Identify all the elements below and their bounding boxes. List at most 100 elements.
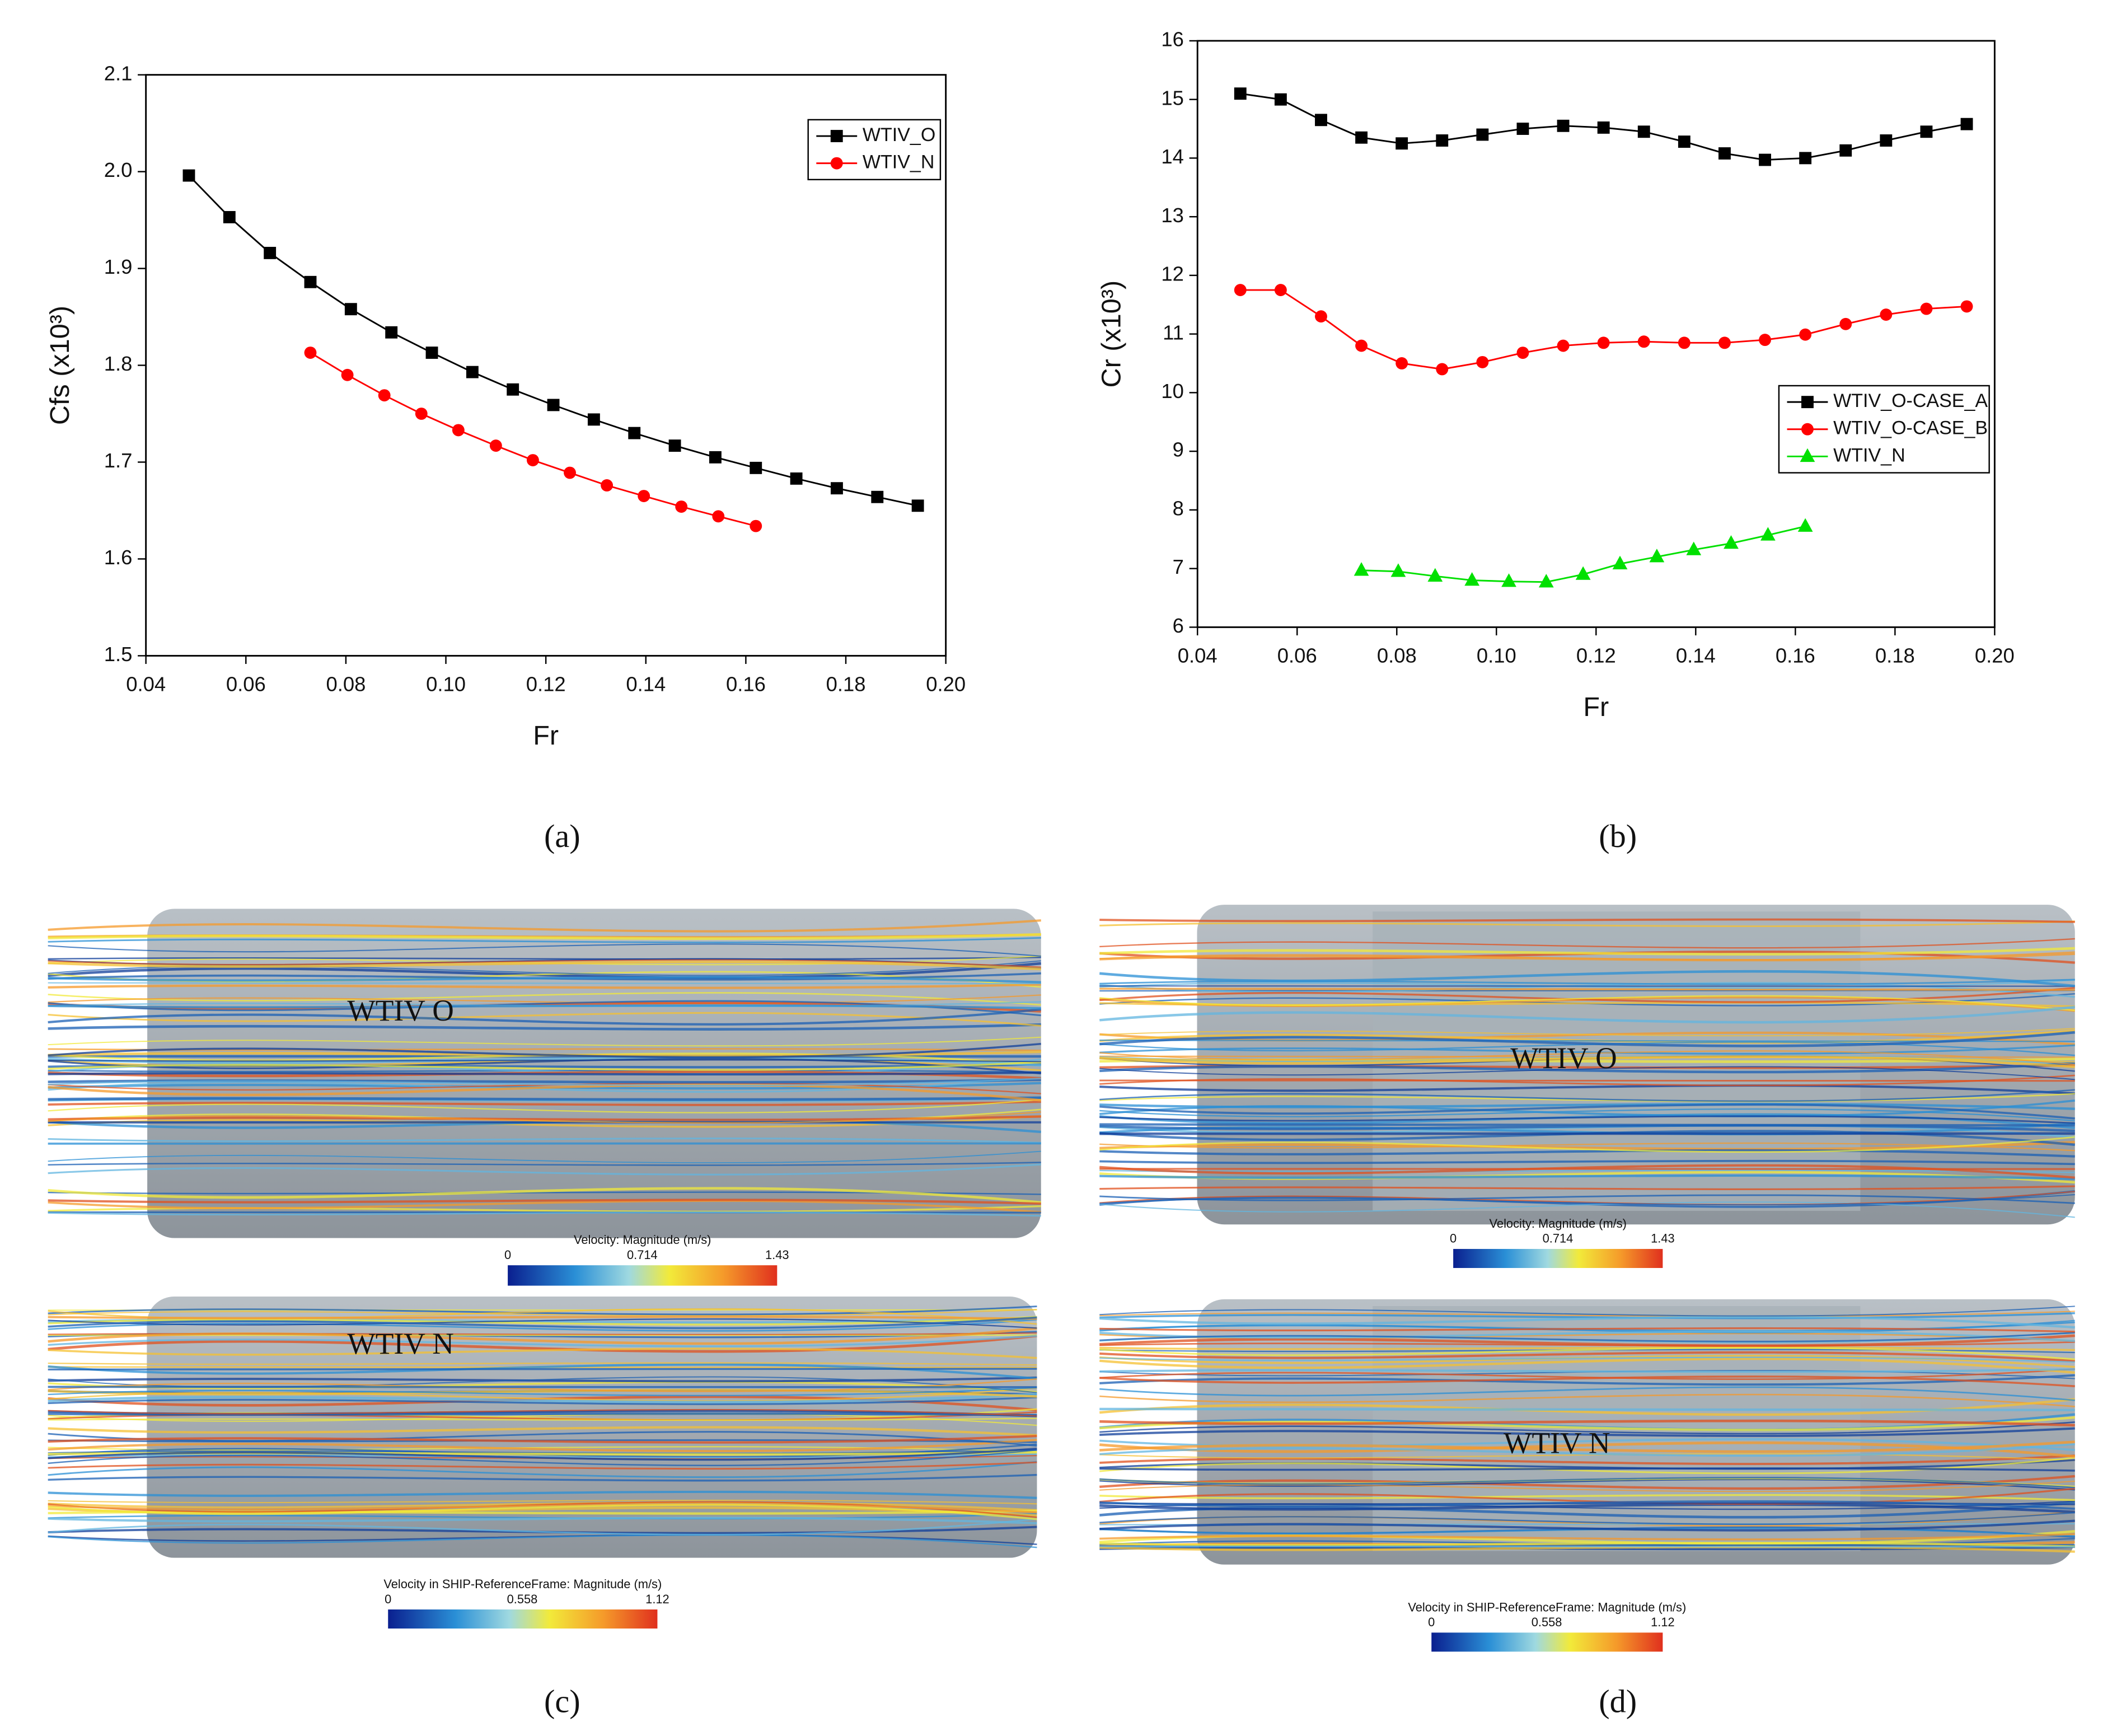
marker bbox=[1355, 339, 1368, 352]
marker bbox=[1839, 317, 1852, 330]
marker bbox=[1686, 541, 1702, 555]
streamline bbox=[48, 983, 1041, 989]
streamline bbox=[48, 1211, 1041, 1214]
streamline bbox=[1099, 1454, 2075, 1465]
colorbar-tick-label: 1.43 bbox=[1651, 1232, 1675, 1246]
streamline bbox=[48, 1101, 1041, 1106]
y-tick-label: 6 bbox=[1173, 614, 1184, 637]
streamline bbox=[48, 1023, 1041, 1031]
marker bbox=[1678, 135, 1690, 148]
streamline bbox=[1099, 1330, 2075, 1342]
colorbar-tick-label: 0 bbox=[1450, 1232, 1457, 1246]
streamline bbox=[1099, 1443, 2075, 1457]
marker bbox=[1718, 336, 1731, 349]
marker bbox=[790, 472, 803, 485]
y-tick-label: 2.0 bbox=[104, 158, 133, 181]
streamline bbox=[1099, 947, 2075, 956]
marker bbox=[601, 479, 614, 492]
streamline bbox=[1099, 970, 2075, 988]
streamline bbox=[1099, 918, 2075, 923]
streamline bbox=[48, 1387, 1037, 1397]
streamline bbox=[1099, 1545, 2075, 1548]
streamline bbox=[1099, 1374, 2075, 1386]
y-tick-label: 15 bbox=[1161, 86, 1184, 109]
marker bbox=[750, 520, 762, 532]
marker bbox=[1436, 363, 1449, 376]
x-tick-label: 0.12 bbox=[1576, 644, 1616, 667]
legend-box bbox=[807, 119, 942, 181]
marker bbox=[1920, 302, 1933, 315]
streamline bbox=[1099, 1159, 2075, 1166]
streamline bbox=[1099, 1541, 2075, 1548]
x-axis-label: Fr bbox=[533, 720, 559, 751]
y-tick-label: 1.8 bbox=[104, 352, 133, 375]
marker bbox=[830, 157, 843, 170]
streamline bbox=[1099, 1115, 2075, 1124]
marker bbox=[1476, 355, 1489, 368]
marker bbox=[1476, 128, 1489, 141]
streamline bbox=[1099, 1029, 2075, 1044]
marker bbox=[1637, 335, 1650, 348]
streamline bbox=[48, 1499, 1037, 1505]
streamline bbox=[48, 1082, 1041, 1094]
marker bbox=[1801, 423, 1814, 436]
y-tick-label: 10 bbox=[1161, 380, 1184, 403]
streamline bbox=[1099, 1332, 2075, 1342]
marker bbox=[587, 413, 600, 426]
y-axis-label: Cr (x10³) bbox=[1096, 280, 1126, 388]
x-tick-label: 0.12 bbox=[526, 672, 566, 695]
marker bbox=[911, 499, 924, 512]
marker bbox=[1464, 572, 1480, 586]
streamline bbox=[1099, 1028, 2075, 1037]
streamline bbox=[48, 956, 1041, 960]
y-tick-label: 11 bbox=[1163, 321, 1184, 344]
marker bbox=[1760, 527, 1776, 541]
streamline bbox=[1099, 1533, 2075, 1541]
y-tick-label: 12 bbox=[1161, 263, 1184, 286]
streamline bbox=[1099, 1074, 2075, 1087]
streamline bbox=[48, 1513, 1037, 1520]
streamline bbox=[48, 992, 1041, 1006]
streamline bbox=[1099, 1419, 2075, 1427]
x-tick-label: 0.08 bbox=[1377, 644, 1417, 667]
streamline bbox=[1099, 1316, 2075, 1329]
marker bbox=[1797, 518, 1813, 532]
streamline bbox=[1099, 1123, 2075, 1127]
streamline bbox=[1099, 1055, 2075, 1068]
y-tick-label: 13 bbox=[1161, 204, 1184, 227]
annotation: WTIV O bbox=[1510, 1041, 1617, 1075]
streamline bbox=[48, 1409, 1037, 1417]
streamline bbox=[48, 1211, 1041, 1217]
colorbar-title: Velocity in SHIP-ReferenceFrame: Magnitu… bbox=[383, 1577, 662, 1591]
streamline bbox=[48, 1334, 1037, 1353]
streamline bbox=[48, 933, 1041, 940]
streamline bbox=[1099, 1103, 2075, 1120]
streamline bbox=[48, 1447, 1037, 1461]
marker bbox=[1315, 114, 1327, 127]
streamline bbox=[1099, 1185, 2075, 1190]
x-tick-label: 0.20 bbox=[926, 672, 966, 695]
x-tick-label: 0.10 bbox=[426, 672, 466, 695]
streamline bbox=[1099, 1427, 2075, 1437]
streamline bbox=[48, 919, 1041, 933]
streamline bbox=[1099, 1440, 2075, 1453]
marker bbox=[1315, 310, 1327, 323]
marker bbox=[831, 482, 843, 495]
streamline bbox=[1099, 1475, 2075, 1490]
streamline bbox=[1099, 1421, 2075, 1435]
streamline bbox=[1099, 1494, 2075, 1501]
annotation: WTIV N bbox=[347, 1327, 454, 1360]
streamline bbox=[1099, 1169, 2075, 1173]
legend-label: WTIV_N bbox=[863, 152, 935, 173]
streamline bbox=[48, 1417, 1037, 1421]
streamline bbox=[48, 1309, 1037, 1316]
streamline bbox=[48, 1473, 1037, 1482]
colorbar bbox=[508, 1265, 778, 1286]
streamline bbox=[1099, 1358, 2075, 1374]
streamline bbox=[48, 1316, 1037, 1320]
streamline bbox=[48, 1056, 1041, 1067]
x-tick-label: 0.08 bbox=[326, 672, 366, 695]
x-tick-label: 0.18 bbox=[826, 672, 866, 695]
marker bbox=[1538, 574, 1554, 588]
